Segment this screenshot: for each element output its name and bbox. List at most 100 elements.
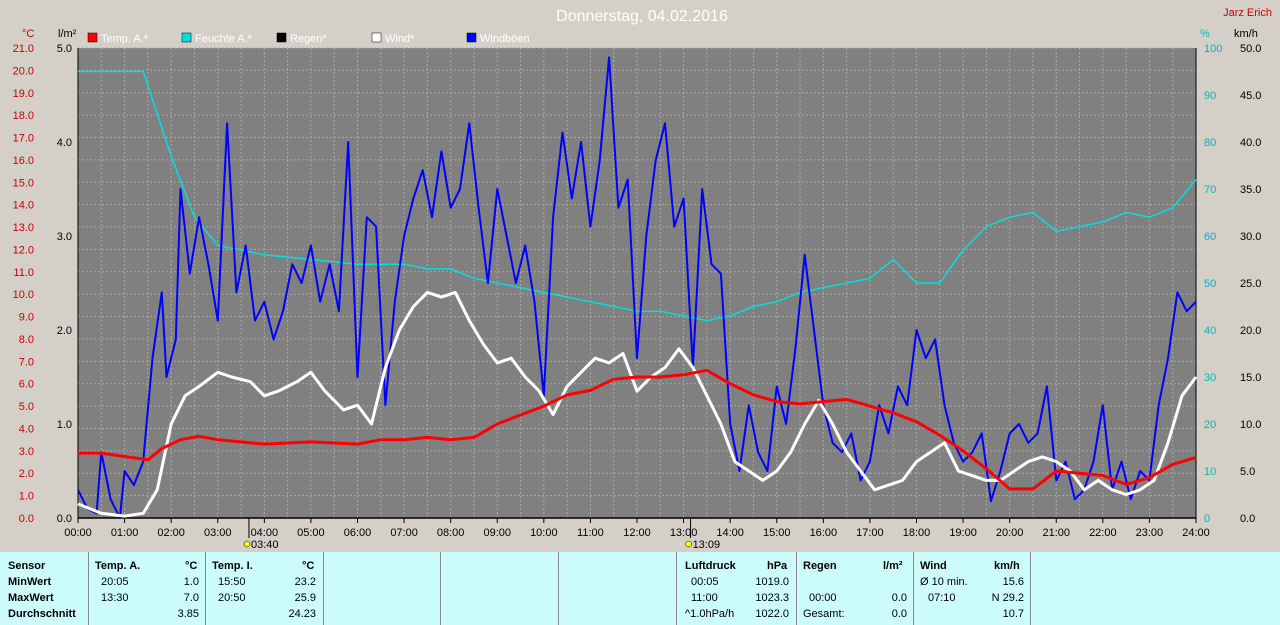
temp-axis-tick: 5.0 bbox=[19, 401, 34, 413]
regen-total-value: 0.0 bbox=[891, 608, 907, 620]
rain-axis-tick: 5.0 bbox=[57, 43, 72, 55]
humidity-axis-tick: 10 bbox=[1204, 466, 1216, 478]
humidity-axis-tick: 70 bbox=[1204, 184, 1216, 196]
regen-header: Regen bbox=[803, 560, 837, 572]
rain-axis-tick: 0.0 bbox=[57, 513, 72, 525]
col-regen: Regen l/m² 00:00 0.0 Gesamt: 0.0 bbox=[796, 552, 914, 625]
temp-axis-tick: 2.0 bbox=[19, 468, 34, 480]
wind-axis-tick: 50.0 bbox=[1240, 43, 1261, 55]
legend-label: Feuchte A.* bbox=[195, 33, 253, 45]
weather-chart: Donnerstag, 04.02.2016 Jarz Erich Temp. … bbox=[12, 7, 1272, 550]
regen-max-time: 00:00 bbox=[809, 592, 837, 604]
col-luftdruck: Luftdruck hPa 00:05 1019.0 11:00 1023.3 … bbox=[676, 552, 797, 625]
temp-axis-tick: 1.0 bbox=[19, 491, 34, 503]
luftdruck-max-value: 1023.3 bbox=[755, 592, 789, 604]
wind-max-time: 07:10 bbox=[928, 592, 956, 604]
temp-a-max-value: 7.0 bbox=[183, 592, 199, 604]
luftdruck-min-value: 1019.0 bbox=[755, 576, 789, 588]
sensor-header: Sensor bbox=[8, 560, 46, 572]
author-label: Jarz Erich bbox=[1223, 7, 1272, 19]
temp-i-min-time: 15:50 bbox=[218, 576, 246, 588]
humidity-axis-tick: 100 bbox=[1204, 43, 1222, 55]
col-temp-a: Temp. A. °C 20:05 1.0 13:30 7.0 3.85 bbox=[88, 552, 206, 625]
luftdruck-trend: ^1.0hPa/h bbox=[685, 608, 735, 620]
x-tick-label: 05:00 bbox=[297, 527, 325, 539]
wind-axis-tick: 25.0 bbox=[1240, 278, 1261, 290]
x-tick-label: 22:00 bbox=[1089, 527, 1117, 539]
wind-avg-value: 10.7 bbox=[1002, 608, 1024, 620]
x-tick-label: 02:00 bbox=[157, 527, 185, 539]
col-empty-2 bbox=[440, 552, 559, 625]
wind-axis-tick: 40.0 bbox=[1240, 137, 1261, 149]
wind-axis-tick: 10.0 bbox=[1240, 419, 1261, 431]
temp-axis-tick: 3.0 bbox=[19, 446, 34, 458]
legend-label: Windböen bbox=[480, 33, 530, 45]
temp-i-max-time: 20:50 bbox=[218, 592, 246, 604]
temp-axis-unit: °C bbox=[22, 28, 34, 40]
rain-axis-tick: 3.0 bbox=[57, 231, 72, 243]
x-tick-label: 08:00 bbox=[437, 527, 465, 539]
humidity-axis-tick: 20 bbox=[1204, 419, 1216, 431]
humidity-axis-tick: 0 bbox=[1204, 513, 1210, 525]
row-label-avg: Durchschnitt bbox=[8, 608, 76, 620]
x-tick-label: 15:00 bbox=[763, 527, 791, 539]
x-tick-label: 10:00 bbox=[530, 527, 558, 539]
legend-label: Wind* bbox=[385, 33, 415, 45]
x-tick-label: 21:00 bbox=[1042, 527, 1070, 539]
humidity-axis-tick: 90 bbox=[1204, 90, 1216, 102]
wind-axis-tick: 45.0 bbox=[1240, 90, 1261, 102]
legend-swatch bbox=[87, 32, 98, 43]
time-markers: 03:40 13:09 bbox=[243, 518, 720, 550]
luftdruck-avg-value: 1022.0 bbox=[755, 608, 789, 620]
wind-max-value: N 29.2 bbox=[991, 592, 1024, 604]
temp-axis-tick: 20.0 bbox=[13, 65, 34, 77]
wind-avg10-value: 15.6 bbox=[1002, 576, 1024, 588]
legend-label: Temp. A.* bbox=[101, 33, 149, 45]
temp-axis-tick: 0.0 bbox=[19, 513, 34, 525]
stats-panel: Sensor MinWert MaxWert Durchschnitt Temp… bbox=[0, 552, 1280, 625]
wind-unit: km/h bbox=[994, 560, 1020, 572]
temp-axis-tick: 19.0 bbox=[13, 88, 34, 100]
rain-axis-tick: 2.0 bbox=[57, 325, 72, 337]
temp-axis-tick: 9.0 bbox=[19, 312, 34, 324]
rain-axis-unit: l/m² bbox=[58, 28, 77, 40]
x-tick-label: 13:00 bbox=[670, 527, 698, 539]
temp-axis-tick: 11.0 bbox=[13, 267, 34, 279]
legend-swatch bbox=[181, 32, 192, 43]
temp-axis-tick: 7.0 bbox=[19, 356, 34, 368]
temp-axis-tick: 13.0 bbox=[13, 222, 34, 234]
x-tick-label: 00:00 bbox=[64, 527, 92, 539]
temp-axis-tick: 8.0 bbox=[19, 334, 34, 346]
row-label-min: MinWert bbox=[8, 576, 52, 588]
luftdruck-unit: hPa bbox=[767, 560, 788, 572]
temp-axis-tick: 18.0 bbox=[13, 110, 34, 122]
x-tick-label: 18:00 bbox=[903, 527, 931, 539]
x-tick-label: 14:00 bbox=[716, 527, 744, 539]
temp-a-unit: °C bbox=[185, 560, 198, 572]
chart-title: Donnerstag, 04.02.2016 bbox=[556, 8, 728, 25]
rain-axis-tick: 4.0 bbox=[57, 137, 72, 149]
temp-i-header: Temp. I. bbox=[212, 560, 253, 572]
col-sensor: Sensor MinWert MaxWert Durchschnitt bbox=[0, 552, 88, 625]
wind-axis-tick: 30.0 bbox=[1240, 231, 1261, 243]
marker-label: 03:40 bbox=[251, 539, 279, 550]
plot-area bbox=[78, 48, 1196, 518]
series-line-0 bbox=[78, 368, 1197, 491]
temp-a-min-value: 1.0 bbox=[183, 576, 199, 588]
x-tick-label: 06:00 bbox=[344, 527, 372, 539]
x-tick-label: 17:00 bbox=[856, 527, 884, 539]
luftdruck-max-time: 11:00 bbox=[691, 592, 718, 604]
temp-a-min-time: 20:05 bbox=[101, 576, 129, 588]
temp-axis-tick: 6.0 bbox=[19, 379, 34, 391]
x-tick-label: 23:00 bbox=[1136, 527, 1164, 539]
x-tick-label: 20:00 bbox=[996, 527, 1024, 539]
regen-unit: l/m² bbox=[883, 560, 903, 572]
humidity-axis-unit: % bbox=[1200, 28, 1210, 40]
wind-avg10-label: Ø 10 min. bbox=[920, 576, 968, 588]
col-temp-i: Temp. I. °C 15:50 23.2 20:50 25.9 24.23 bbox=[205, 552, 324, 625]
wind-axis-tick: 20.0 bbox=[1240, 325, 1261, 337]
col-empty-3 bbox=[558, 552, 677, 625]
x-tick-label: 24:00 bbox=[1182, 527, 1210, 539]
x-tick-label: 01:00 bbox=[111, 527, 139, 539]
rain-axis-tick: 1.0 bbox=[57, 419, 72, 431]
